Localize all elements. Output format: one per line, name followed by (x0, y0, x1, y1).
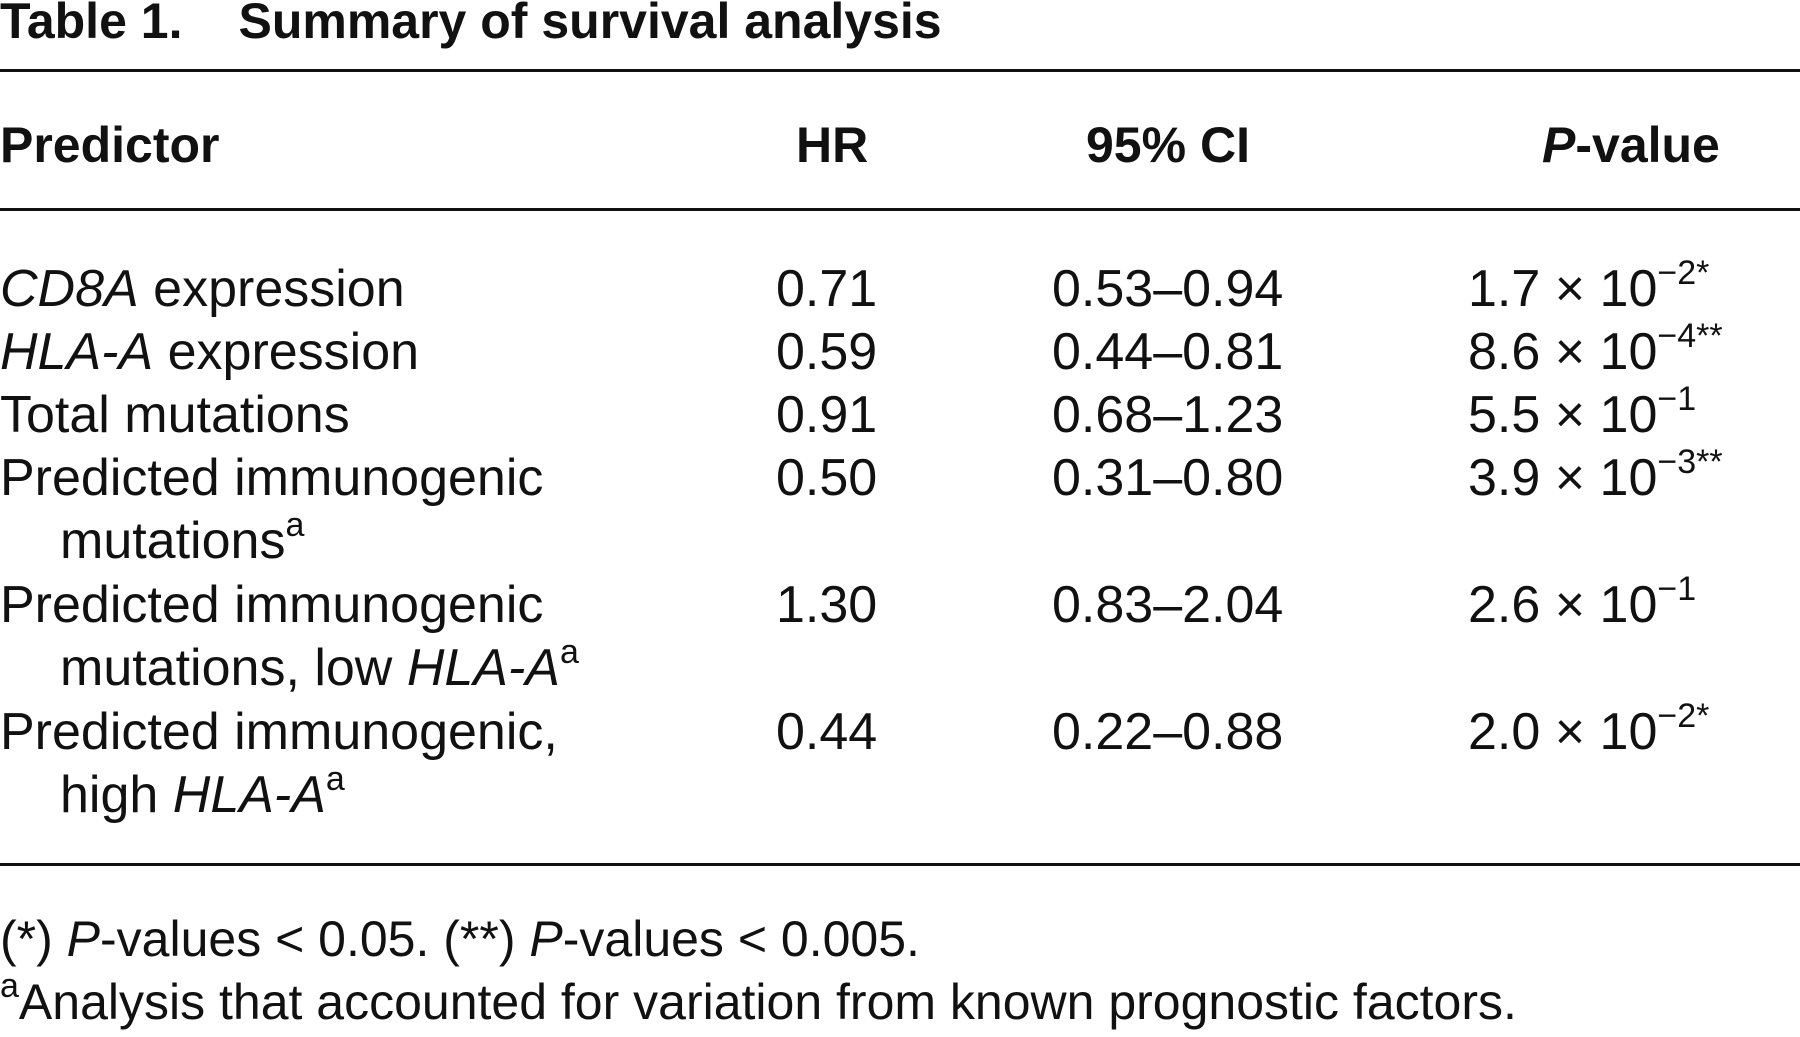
predictor-line2-text: mutations (60, 512, 286, 570)
cell-ci: 0.31–0.80 (1052, 449, 1284, 507)
cell-ci: 0.53–0.94 (1052, 260, 1284, 318)
predictor-line1: Predicted immunogenic (0, 449, 544, 507)
footnote-sig-b-rest: -values < 0.005. (562, 911, 920, 967)
footnote-marker: a (285, 505, 305, 544)
header-p-italic: P (1542, 117, 1576, 173)
cell-hr: 0.50 (776, 449, 878, 507)
p-exponent: −2 (1657, 696, 1697, 735)
predictor-gene: HLA-A (172, 766, 326, 824)
footnote-sig-a-prefix: (*) (0, 911, 67, 967)
p-base: 2.0 × 10 (1468, 703, 1658, 761)
p-significance: ** (1696, 316, 1723, 355)
predictor-line1: Predicted immunogenic (0, 576, 544, 634)
cell-predictor: Total mutations (0, 386, 350, 444)
footnote-sig-b-p: P (529, 911, 563, 967)
bottom-rule (0, 863, 1800, 866)
footnote-a-text: Analysis that accounted for variation fr… (18, 974, 1517, 1030)
predictor-line2: mutations, low HLA-Aa (0, 635, 579, 700)
cell-p-value: 2.0 × 10−2* (1468, 699, 1709, 764)
cell-p-value: 2.6 × 10−1 (1468, 572, 1696, 637)
cell-ci: 0.68–1.23 (1052, 386, 1284, 444)
cell-predictor: Predicted immunogenic mutations, low HLA-… (0, 574, 579, 700)
p-base: 1.7 × 10 (1468, 260, 1658, 318)
footnote-a: aAnalysis that accounted for variation f… (0, 969, 1517, 1034)
predictor-line2-text: high (60, 766, 173, 824)
cell-hr: 0.91 (776, 386, 878, 444)
header-rule (0, 208, 1800, 211)
predictor-line2: high HLA-Aa (0, 762, 558, 827)
cell-p-value: 5.5 × 10−1 (1468, 382, 1696, 447)
footnote-sig-a-p: P (66, 911, 101, 967)
cell-predictor: Predicted immunogenic mutationsa (0, 447, 543, 573)
footnote-sig-b-prefix: (**) (443, 911, 530, 967)
p-significance: ** (1696, 442, 1723, 481)
cell-predictor: Predicted immunogenic, high HLA-Aa (0, 701, 558, 827)
cell-ci: 0.44–0.81 (1052, 323, 1284, 381)
footnote-sig-a-rest: -values < 0.05. (100, 911, 444, 967)
header-predictor: Predictor (0, 117, 220, 173)
footnote-marker: a (0, 967, 19, 1006)
header-p-value: P-value (1542, 110, 1720, 180)
cell-hr: 0.71 (776, 260, 878, 318)
p-base: 5.5 × 10 (1468, 386, 1658, 444)
cell-p-value: 3.9 × 10−3** (1468, 445, 1723, 510)
p-exponent: −4 (1657, 316, 1697, 355)
table-title: Table 1. Summary of survival analysis (0, 0, 942, 56)
predictor-line1: Predicted immunogenic, (0, 703, 558, 761)
table-title-label: Table 1. (0, 0, 183, 49)
predictor-text: expression (138, 260, 405, 318)
footnote-significance: (*) P-values < 0.05. (**) P-values < 0.0… (0, 908, 1517, 971)
p-exponent: −2 (1657, 253, 1697, 292)
p-base: 2.6 × 10 (1468, 576, 1658, 634)
cell-ci: 0.22–0.88 (1052, 703, 1284, 761)
cell-hr: 0.44 (776, 703, 878, 761)
p-exponent: −3 (1657, 442, 1697, 481)
p-exponent: −1 (1657, 569, 1697, 608)
predictor-text: expression (153, 323, 420, 381)
p-significance: * (1696, 253, 1710, 292)
table-footnotes: (*) P-values < 0.05. (**) P-values < 0.0… (0, 908, 1517, 1034)
cell-predictor: HLA-A expression (0, 321, 419, 384)
cell-predictor: CD8A expression (0, 258, 405, 321)
header-hr: HR (796, 117, 869, 173)
predictor-gene: CD8A (0, 260, 139, 318)
predictor-gene: HLA-A (0, 323, 154, 381)
p-significance: * (1696, 696, 1710, 735)
p-base: 8.6 × 10 (1468, 323, 1658, 381)
predictor-gene: HLA-A (406, 639, 560, 697)
header-ci: 95% CI (1086, 117, 1250, 173)
header-p-rest: -value (1575, 117, 1720, 173)
predictor-line2: mutationsa (0, 508, 543, 573)
footnote-marker: a (559, 632, 579, 671)
predictor-line2-text: mutations, low (60, 639, 407, 697)
p-base: 3.9 × 10 (1468, 449, 1658, 507)
cell-hr: 0.59 (776, 323, 878, 381)
cell-p-value: 8.6 × 10−4** (1468, 319, 1723, 384)
cell-hr: 1.30 (776, 576, 878, 634)
top-rule (0, 69, 1800, 72)
table-title-text: Summary of survival analysis (238, 0, 942, 49)
footnote-marker: a (325, 759, 345, 798)
p-exponent: −1 (1657, 379, 1697, 418)
cell-ci: 0.83–2.04 (1052, 576, 1284, 634)
cell-p-value: 1.7 × 10−2* (1468, 256, 1709, 321)
